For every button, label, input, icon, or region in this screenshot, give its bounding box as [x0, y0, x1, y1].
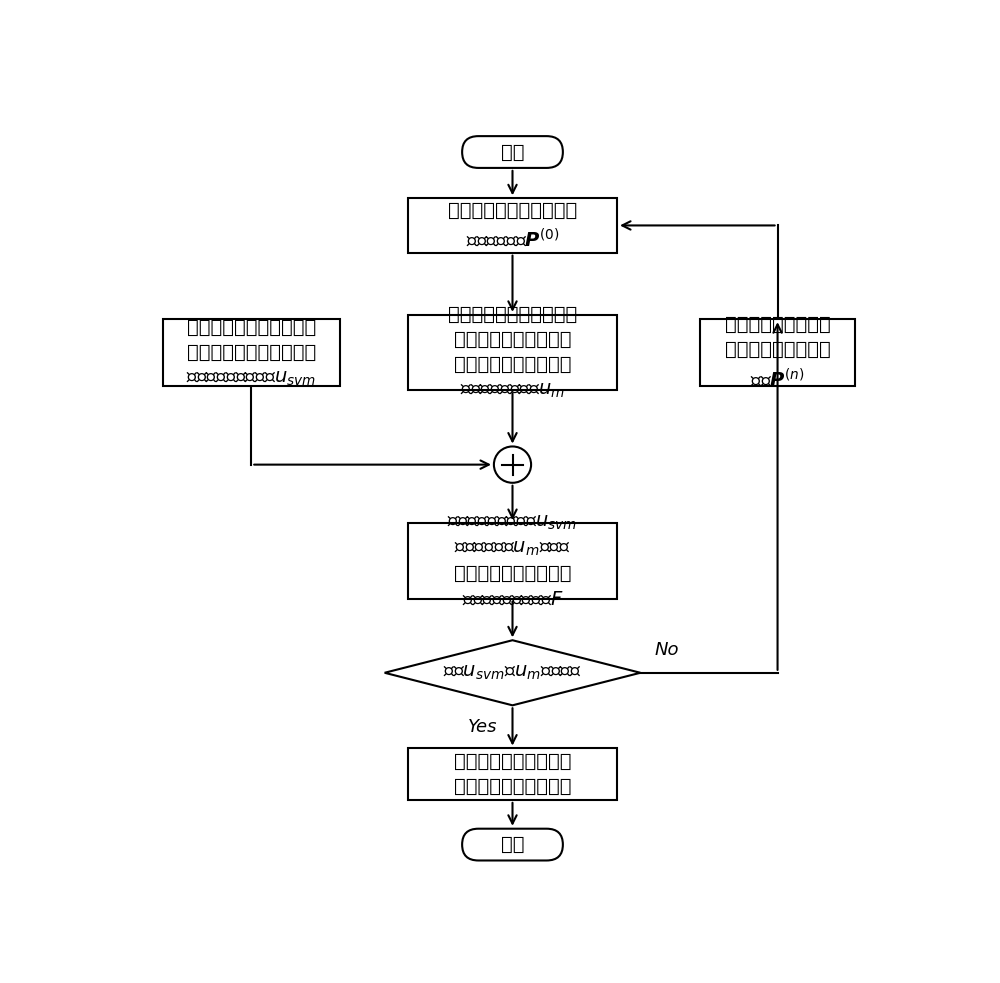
Text: 由考虑铁磁材料饱和效应
的内置式永磁同步电机
的磁场分布模型得到的
永磁电机的端电压$u_m$: 由考虑铁磁材料饱和效应 的内置式永磁同步电机 的磁场分布模型得到的 永磁电机的端… [448, 305, 577, 400]
FancyBboxPatch shape [408, 315, 617, 390]
Text: Yes: Yes [468, 718, 498, 736]
FancyBboxPatch shape [462, 829, 563, 860]
Text: 由逆变器输出电压谐波的
双重傅里叶级数模型得到
的逆变器的输出电压$u_{svm}$: 由逆变器输出电压谐波的 双重傅里叶级数模型得到 的逆变器的输出电压$u_{svm… [186, 318, 316, 387]
Text: 对比逆变器输出电压$u_{svm}$
和电机端电压$u_m$的各个
阶次的电压谐波的幅値
和相位，计算匹配度$F$: 对比逆变器输出电压$u_{svm}$ 和电机端电压$u_m$的各个 阶次的电压谐… [447, 513, 578, 608]
Text: No: No [654, 641, 679, 660]
FancyBboxPatch shape [163, 319, 340, 386]
Text: 初始化永磁电机的谐波电
流矩阵的种群$\boldsymbol{P}^{(0)}$: 初始化永磁电机的谐波电 流矩阵的种群$\boldsymbol{P}^{(0)}$ [448, 201, 577, 250]
FancyBboxPatch shape [408, 748, 617, 800]
FancyBboxPatch shape [408, 199, 617, 253]
Text: 完成$u_{svm}$和$u_m$的匹配？: 完成$u_{svm}$和$u_m$的匹配？ [443, 664, 582, 682]
Text: 得到该逆变器输出电压
下永磁电机的谐波电流: 得到该逆变器输出电压 下永磁电机的谐波电流 [454, 752, 571, 796]
FancyBboxPatch shape [408, 523, 617, 599]
Text: 通过差分方式形成下
一代谐波电流矩阵的
种群$\boldsymbol{P}^{(n)}$: 通过差分方式形成下 一代谐波电流矩阵的 种群$\boldsymbol{P}^{(… [725, 316, 830, 390]
Circle shape [494, 446, 531, 483]
Polygon shape [385, 640, 640, 706]
Text: 开始: 开始 [501, 143, 524, 161]
Text: 结束: 结束 [501, 836, 524, 854]
FancyBboxPatch shape [700, 319, 855, 386]
FancyBboxPatch shape [462, 136, 563, 168]
